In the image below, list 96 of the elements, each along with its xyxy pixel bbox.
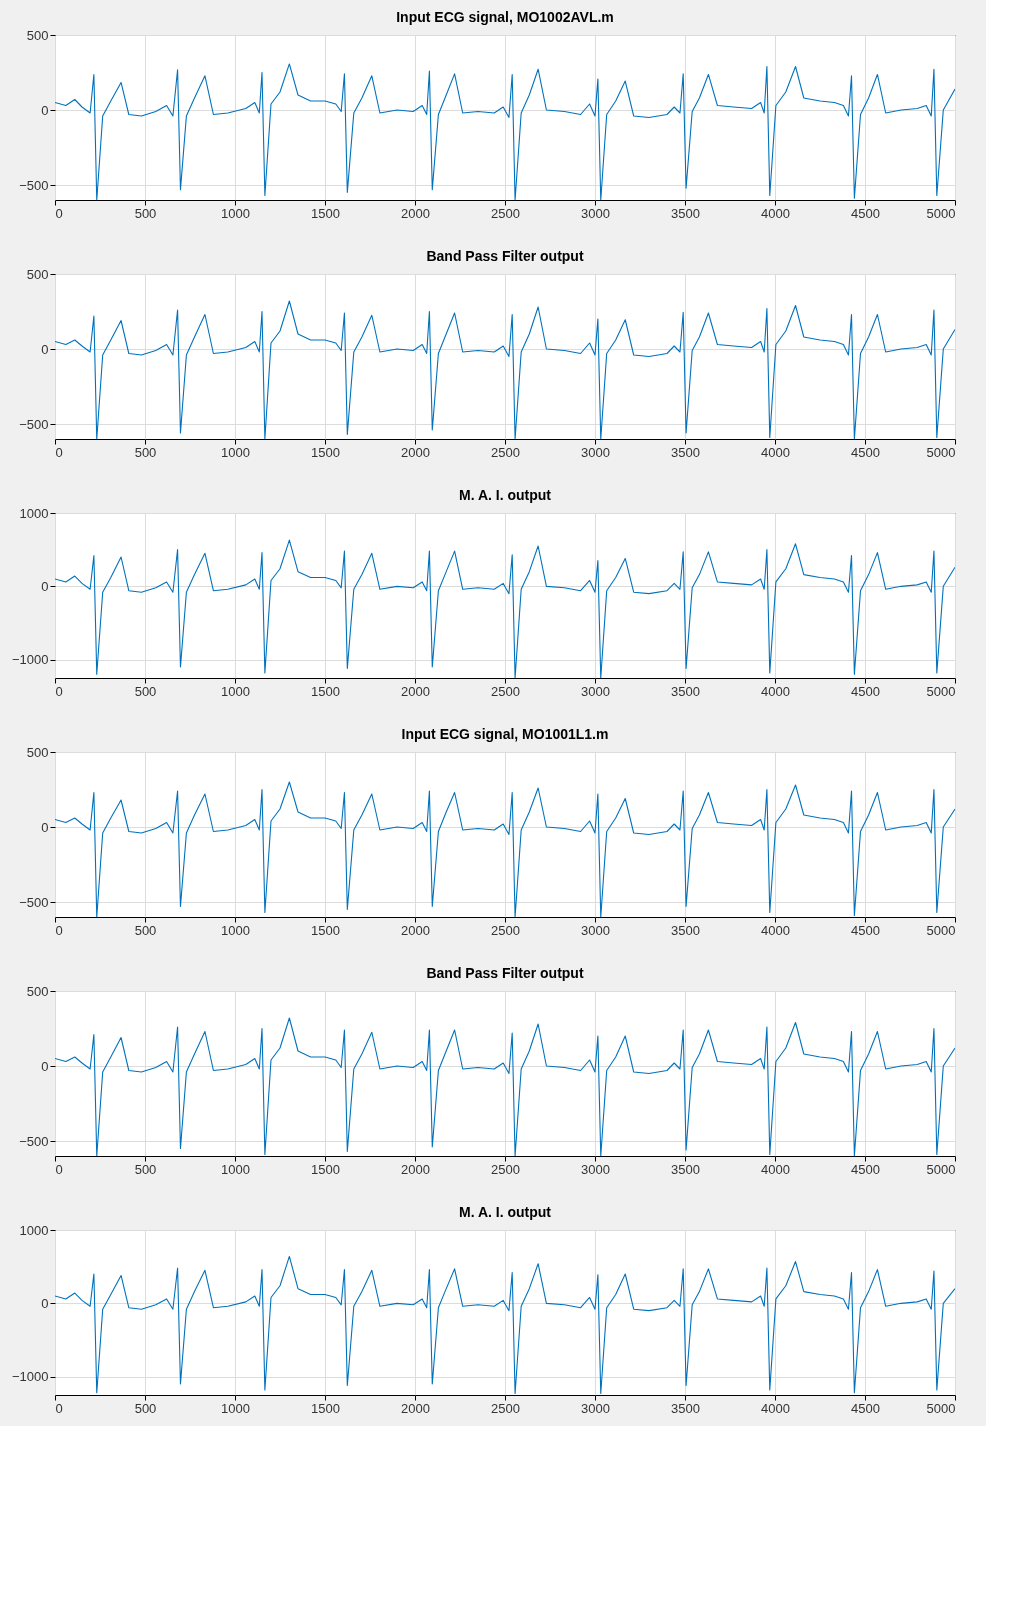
x-tick-label: 2500 (491, 922, 520, 938)
x-tick-label: 0 (55, 683, 63, 699)
y-tick-label: −500 (19, 416, 49, 432)
x-tick-label: 3500 (671, 1161, 700, 1177)
chart-title: Band Pass Filter output (426, 965, 584, 981)
y-tick-label: 0 (41, 819, 49, 835)
x-tick-label: 2500 (491, 1161, 520, 1177)
y-tick-label: 0 (41, 341, 49, 357)
x-tick-label: 4000 (761, 205, 790, 221)
y-tick-label: 500 (26, 27, 49, 43)
x-tick-label: 2500 (491, 683, 520, 699)
x-tick-label: 3500 (671, 444, 700, 460)
x-tick-label: 500 (134, 683, 157, 699)
chart-title: M. A. I. output (458, 487, 552, 503)
x-tick-label: 2500 (491, 1400, 520, 1416)
x-tick-label: 0 (55, 1400, 63, 1416)
x-tick-label: 1000 (221, 1400, 250, 1416)
chart-title: Band Pass Filter output (426, 248, 584, 264)
y-tick-label: −500 (19, 894, 49, 910)
x-tick-label: 1000 (221, 1161, 250, 1177)
chart-title: Input ECG signal, MO1001L1.m (401, 726, 609, 742)
x-tick-label: 1000 (221, 444, 250, 460)
y-tick-label: 0 (41, 578, 49, 594)
x-tick-label: 4000 (761, 1161, 790, 1177)
x-tick-label: 4000 (761, 922, 790, 938)
x-tick-label: 1000 (221, 205, 250, 221)
x-tick-label: 1500 (311, 683, 340, 699)
x-tick-label: 3000 (581, 683, 610, 699)
x-tick-label: 500 (134, 444, 157, 460)
x-tick-label: 3000 (581, 444, 610, 460)
x-tick-label: 2500 (491, 205, 520, 221)
x-tick-label: 4000 (761, 1400, 790, 1416)
x-tick-label: 2000 (401, 444, 430, 460)
x-tick-label: 2000 (401, 205, 430, 221)
x-tick-label: 4000 (761, 444, 790, 460)
x-tick-label: 2000 (401, 1161, 430, 1177)
x-tick-label: 1500 (311, 205, 340, 221)
x-tick-label: 4500 (851, 444, 880, 460)
x-tick-label: 3500 (671, 922, 700, 938)
x-tick-label: 3500 (671, 683, 700, 699)
y-tick-label: 500 (26, 744, 49, 760)
x-tick-label: 0 (55, 1161, 63, 1177)
line-series (55, 539, 955, 678)
x-tick-label: 0 (55, 922, 63, 938)
x-tick-label: 3000 (581, 1400, 610, 1416)
x-tick-label: 3500 (671, 205, 700, 221)
y-tick-label: 1000 (19, 1222, 49, 1238)
chart-title: Input ECG signal, MO1002AVL.m (396, 9, 614, 25)
x-tick-label: 500 (134, 205, 157, 221)
x-tick-label: 5000 (926, 922, 956, 938)
line-series (55, 63, 955, 200)
x-tick-label: 3500 (671, 1400, 700, 1416)
y-tick-label: −1000 (11, 1369, 49, 1385)
x-tick-label: 0 (55, 444, 63, 460)
x-tick-label: 4500 (851, 1400, 880, 1416)
x-tick-label: 2500 (491, 444, 520, 460)
x-tick-label: 1500 (311, 444, 340, 460)
x-tick-label: 4500 (851, 683, 880, 699)
x-tick-label: 2000 (401, 683, 430, 699)
x-tick-label: 500 (134, 922, 157, 938)
x-tick-label: 3000 (581, 205, 610, 221)
x-tick-label: 4500 (851, 205, 880, 221)
x-tick-label: 0 (55, 205, 63, 221)
x-tick-label: 4500 (851, 1161, 880, 1177)
x-tick-label: 5000 (926, 1400, 956, 1416)
x-tick-label: 1500 (311, 1161, 340, 1177)
x-tick-label: 1000 (221, 922, 250, 938)
x-tick-label: 3000 (581, 922, 610, 938)
x-tick-label: 5000 (926, 683, 956, 699)
x-tick-label: 2000 (401, 1400, 430, 1416)
x-tick-label: 5000 (926, 444, 956, 460)
x-tick-label: 5000 (926, 1161, 956, 1177)
y-tick-label: 0 (41, 1295, 49, 1311)
chart-title: M. A. I. output (458, 1204, 552, 1220)
x-tick-label: 3000 (581, 1161, 610, 1177)
x-tick-label: 500 (134, 1161, 157, 1177)
y-tick-label: 0 (41, 1058, 49, 1074)
x-tick-label: 1500 (311, 1400, 340, 1416)
x-tick-label: 2000 (401, 922, 430, 938)
y-tick-label: 0 (41, 102, 49, 118)
line-series (55, 1017, 955, 1156)
x-tick-label: 1000 (221, 683, 250, 699)
y-tick-label: 500 (26, 983, 49, 999)
y-tick-label: 500 (26, 266, 49, 282)
y-tick-label: 1000 (19, 505, 49, 521)
x-tick-label: 500 (134, 1400, 157, 1416)
y-tick-label: −500 (19, 177, 49, 193)
y-tick-label: −500 (19, 1133, 49, 1149)
x-tick-label: 4000 (761, 683, 790, 699)
x-tick-label: 4500 (851, 922, 880, 938)
line-series (55, 1255, 955, 1395)
x-tick-label: 5000 (926, 205, 956, 221)
x-tick-label: 1500 (311, 922, 340, 938)
y-tick-label: −1000 (11, 652, 49, 668)
line-series (55, 300, 955, 439)
line-series (55, 781, 955, 917)
